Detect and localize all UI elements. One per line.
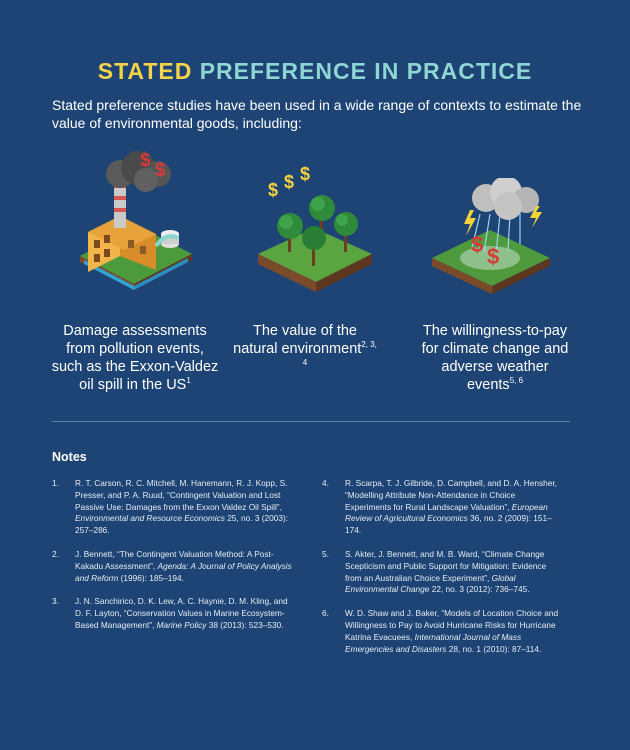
note-text-end: 38 (2013): 523–530. [206,619,284,630]
caption-text: The willingness-to-pay for climate chang… [421,323,569,393]
note-number: 2. [52,548,59,559]
note-text-end: 25, no. 3 (2003): 257–286. [75,513,289,536]
dollar-icon: $ [487,244,500,269]
note-text: J. Bennett, “The Contingent Valuation Me… [75,548,274,571]
caption-ref: 2, 3, 4 [302,340,377,368]
note-item: 3. J. N. Sanchirico, D. K. Lew, A. C. Ha… [52,596,292,631]
note-text-end: 22, no. 3 (2012): 736–745. [429,584,530,595]
note-number: 4. [322,478,329,488]
caption-text: Damage assessments from pollution events… [51,323,219,393]
note-text: W. D. Shaw and J. Baker, “Models of Loca… [345,608,559,642]
note-text-end: (1996): 185–194. [118,572,184,583]
note-journal: Agenda: A Journal of Policy Analysis and… [75,560,292,583]
caption-ref: 1 [186,376,191,386]
note-text: S. Akter, J. Bennett, and M. B. Ward, “C… [345,548,547,583]
divider [52,421,570,422]
note-journal: Marine Policy [156,619,207,630]
note-text: J. N. Sanchirico, D. K. Lew, A. C. Hayni… [75,596,288,630]
notes-heading: Notes [52,450,87,464]
caption-ref: 5, 6 [509,376,524,386]
note-text: R. Scarpa, T. J. Gilbride, D. Campbell, … [345,478,557,512]
dollar-icon: $ [300,164,311,184]
note-item: 2. J. Bennett, “The Contingent Valuation… [52,549,292,584]
note-text-end: 28, no. 1 (2010): 87–114. [446,643,542,654]
caption-text: The value of the natural environment [233,323,362,357]
note-number: 6. [322,608,329,619]
note-journal: Environmental and Resource Economics [75,513,225,524]
dollar-icon: $ [140,150,151,171]
title-highlight: STATED [97,58,193,84]
notes-column-left: 1. R. T. Carson, R. C. Mitchell, M. Hane… [52,478,292,644]
dollar-icon: $ [155,160,166,181]
note-number: 5. [322,548,329,559]
note-item: 1. R. T. Carson, R. C. Mitchell, M. Hane… [52,478,292,537]
caption-climate: The willingness-to-pay for climate chang… [420,322,570,394]
factory-pollution-icon [80,151,192,290]
forest-icon [258,195,372,292]
dollar-icon: $ [268,180,279,200]
notes-column-right: 4. R. Scarpa, T. J. Gilbride, D. Campbel… [322,478,562,667]
caption-pollution: Damage assessments from pollution events… [50,322,220,394]
page-title: STATED PREFERENCE IN PRACTICE [0,58,630,85]
note-number: 3. [52,596,59,607]
dollar-icon: $ [471,232,484,257]
note-item: 6. W. D. Shaw and J. Baker, “Models of L… [322,608,562,655]
note-journal: Global Environmental Change [345,572,516,595]
note-journal: European Review of Agricultural Economic… [345,501,548,524]
note-item: 5. S. Akter, J. Bennett, and M. B. Ward,… [322,549,562,596]
storm-cloud-icon [432,178,550,294]
note-item: 4. R. Scarpa, T. J. Gilbride, D. Campbel… [322,478,562,537]
note-number: 1. [52,478,59,488]
note-text: R. T. Carson, R. C. Mitchell, M. Haneman… [75,478,288,512]
dollar-icon: $ [284,172,295,192]
caption-environment: The value of the natural environment2, 3… [230,322,380,376]
note-text-end: 36, no. 2 (2009): 151–174. [345,513,552,536]
intro-text: Stated preference studies have been used… [52,97,582,131]
title-rest: PREFERENCE IN PRACTICE [199,58,533,84]
note-journal: International Journal of Mass Emergencie… [345,631,522,654]
